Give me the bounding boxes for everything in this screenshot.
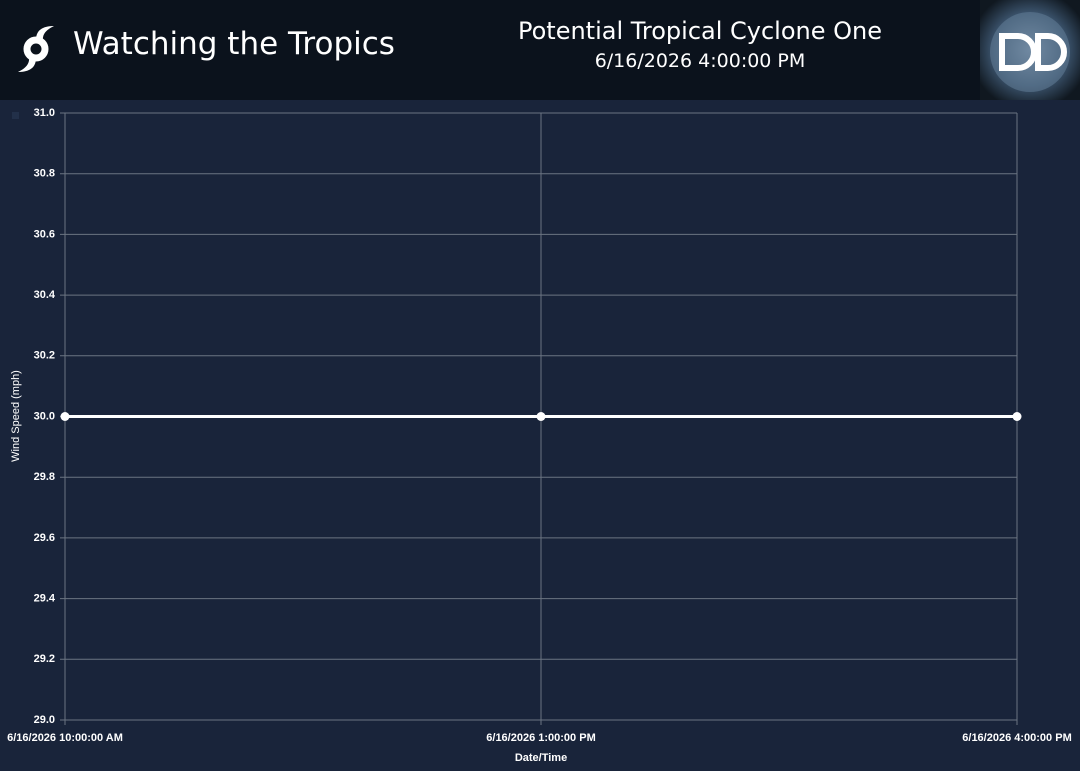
header: Watching the Tropics Potential Tropical … (0, 0, 1080, 100)
x-tick-label: 6/16/2026 10:00:00 AM (7, 732, 123, 744)
y-tick-label: 30.2 (34, 350, 55, 362)
chart: Date/Time Wind Speed (mph) 29.0 29.2 29.4 2… (7, 107, 1072, 764)
y-tick-label: 30.6 (34, 228, 55, 240)
legend-box (12, 112, 19, 119)
y-tick-label: 30.4 (34, 289, 56, 301)
x-tick-label: 6/16/2026 4:00:00 PM (962, 732, 1071, 744)
y-tick-label: 29.2 (34, 653, 55, 665)
data-point (1012, 412, 1022, 421)
hurricane-icon (18, 26, 54, 72)
y-tick-label: 30.0 (34, 410, 55, 422)
storm-name: Potential Tropical Cyclone One (517, 17, 882, 45)
y-axis-label: Wind Speed (mph) (10, 370, 22, 462)
data-point (60, 412, 70, 421)
y-tick-label: 29.8 (34, 471, 55, 483)
x-tick-label: 6/16/2026 1:00:00 PM (486, 732, 595, 744)
data-point (536, 412, 546, 421)
y-tick-label: 29.6 (34, 532, 55, 544)
y-tick-label: 29.4 (34, 593, 56, 605)
brand-logo (980, 0, 1080, 100)
storm-time: 6/16/2026 4:00:00 PM (594, 50, 806, 72)
y-tick-label: 30.8 (34, 168, 55, 180)
y-tick-label: 29.0 (34, 714, 55, 726)
app-title[interactable]: Watching the Tropics (73, 26, 395, 62)
y-tick-label: 31.0 (34, 107, 55, 119)
x-axis-label: Date/Time (515, 752, 567, 764)
